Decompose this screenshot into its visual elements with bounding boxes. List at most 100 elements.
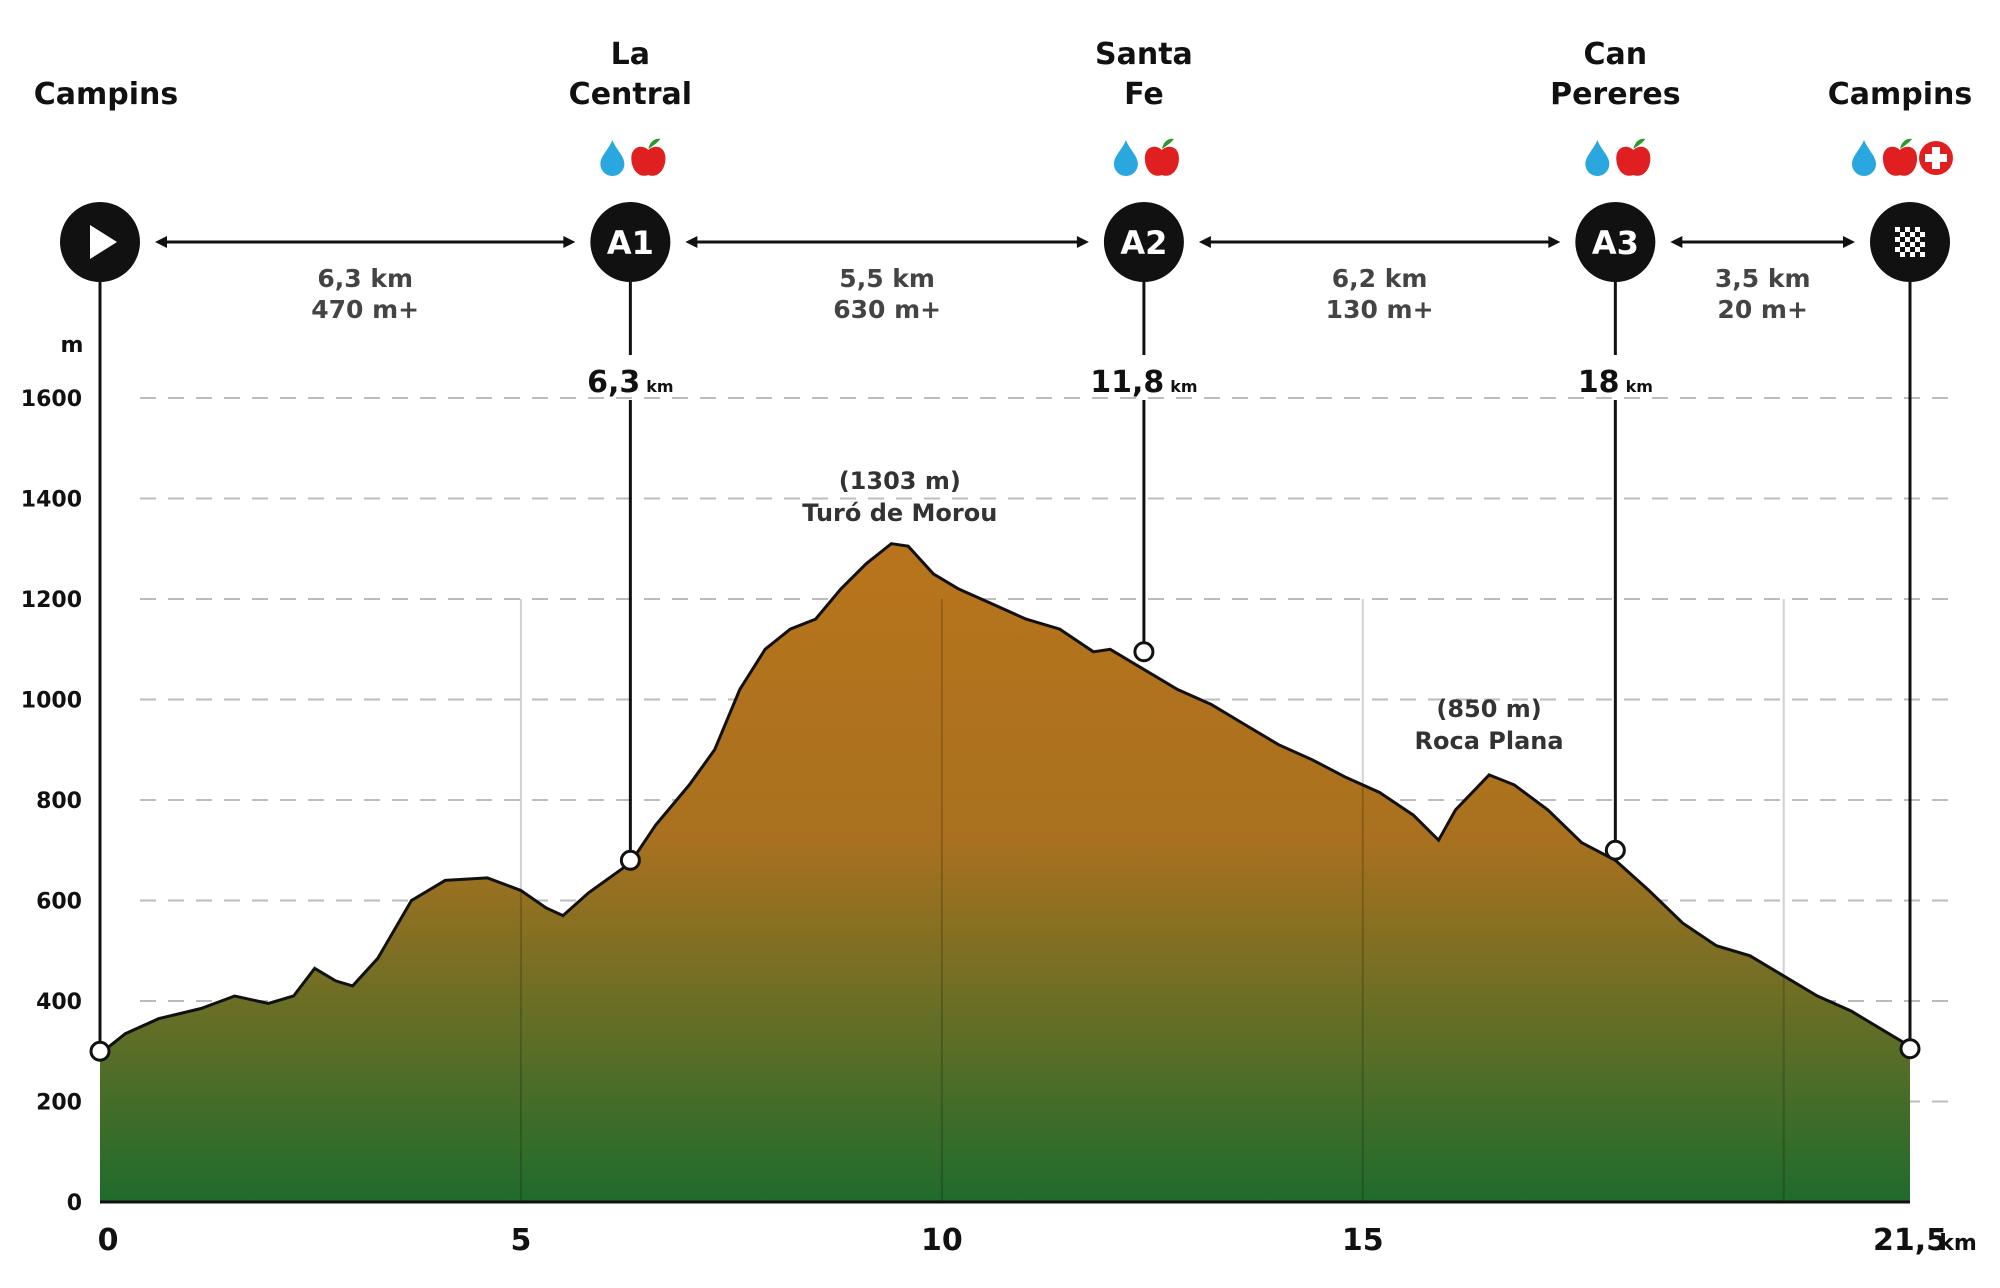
arrow-right-icon xyxy=(1548,236,1561,248)
flag-square xyxy=(1910,232,1915,237)
arrow-left-icon xyxy=(1670,236,1683,248)
station-badge-label: A1 xyxy=(607,224,654,262)
station-name-line: Santa xyxy=(1095,37,1193,72)
flag-square xyxy=(1900,237,1905,242)
apple-icon xyxy=(1882,138,1918,176)
flag-square xyxy=(1900,242,1905,247)
y-tick-label: 0 xyxy=(67,1191,82,1216)
station-marker xyxy=(1604,839,1626,861)
flag-square xyxy=(1895,227,1900,232)
station-badge-label: A2 xyxy=(1120,224,1167,262)
flag-square xyxy=(1905,232,1910,237)
apple-icon xyxy=(1616,138,1651,176)
arrow-right-icon xyxy=(563,236,576,248)
flag-square xyxy=(1915,242,1920,247)
flag-square xyxy=(1920,242,1925,247)
flag-square xyxy=(1920,227,1925,232)
y-axis-unit: m xyxy=(61,333,84,358)
station-name-line: Campins xyxy=(1828,77,1973,112)
axes: 0 200 400 600 800 1000 1200 1400 1600 m 0 5 10 15 21,5… xyxy=(21,333,1977,1258)
station-marker xyxy=(619,849,641,871)
water-drop-icon xyxy=(600,140,625,176)
station-badge-label: A3 xyxy=(1592,224,1639,262)
water-drop-icon xyxy=(1113,140,1138,176)
flag-square xyxy=(1905,242,1910,247)
segment-distance: 3,5 km xyxy=(1715,264,1811,293)
x-tick-label: 15 xyxy=(1342,1223,1384,1258)
station-km-unit: km xyxy=(646,377,673,396)
y-tick-label: 400 xyxy=(36,990,82,1015)
apple-shape xyxy=(1616,146,1651,176)
peak-elevation: (1303 m) xyxy=(839,467,961,495)
y-tick-label: 200 xyxy=(36,1091,82,1116)
flag-square xyxy=(1900,252,1905,257)
flag-square xyxy=(1900,227,1905,232)
flag-square xyxy=(1910,242,1915,247)
station-km-label: 18 km xyxy=(1578,365,1653,400)
flag-square xyxy=(1905,252,1910,257)
station-badge xyxy=(590,202,671,282)
peak-name: Roca Plana xyxy=(1415,727,1564,755)
flag-square xyxy=(1905,227,1910,232)
apple-leaf xyxy=(648,138,661,149)
flag-square xyxy=(1905,247,1910,252)
peak-elevation: (850 m) xyxy=(1436,695,1541,723)
drop-shape xyxy=(1585,140,1610,176)
peak-labels: (1303 m) Turó de Morou (850 m) Roca Plana xyxy=(802,467,1563,755)
station-km-value: 18 xyxy=(1578,365,1620,400)
flag-square xyxy=(1895,252,1900,257)
segment-distance: 5,5 km xyxy=(839,264,935,293)
elevation-area xyxy=(100,543,1910,1202)
flag-square xyxy=(1895,247,1900,252)
apple-icon xyxy=(631,138,666,176)
flag-square xyxy=(1915,247,1920,252)
flag-square xyxy=(1920,237,1925,242)
flag-square xyxy=(1915,227,1920,232)
medical-cross-icon xyxy=(1919,141,1953,175)
apple-leaf xyxy=(1161,138,1174,149)
cross-h xyxy=(1925,154,1947,162)
water-drop-icon xyxy=(1585,140,1610,176)
flag-square xyxy=(1915,237,1920,242)
station-name-line: Pereres xyxy=(1550,77,1680,112)
station-marker xyxy=(1899,1038,1921,1060)
y-tick-label: 1400 xyxy=(21,488,82,513)
apple-shape xyxy=(1144,146,1179,176)
station-badge xyxy=(1103,202,1184,282)
station-marker xyxy=(89,1040,111,1062)
x-tick-label: 10 xyxy=(921,1223,963,1258)
flag-square xyxy=(1910,227,1915,232)
station-km-unit: km xyxy=(1170,377,1197,396)
station-km-unit: km xyxy=(1626,377,1653,396)
arrow-right-icon xyxy=(1076,236,1089,248)
x-tick-label: 21,5 xyxy=(1873,1223,1947,1258)
stations: Campins 6,3 km A1 La Central 11,8 km A2 Santa Fe 18… xyxy=(34,37,1973,1062)
water-drop-icon xyxy=(1852,140,1876,176)
station-name-line: Can xyxy=(1584,37,1648,72)
flag-square xyxy=(1920,252,1925,257)
flag-square xyxy=(1900,247,1905,252)
segment-distance: 6,3 km xyxy=(317,264,413,293)
station-km-value: 6,3 xyxy=(587,365,640,400)
apple-leaf xyxy=(1633,138,1646,149)
arrow-left-icon xyxy=(685,236,698,248)
flag-square xyxy=(1910,247,1915,252)
y-tick-label: 600 xyxy=(36,890,82,915)
segment-gain: 630 m+ xyxy=(833,295,941,324)
x-axis-unit: km xyxy=(1939,1231,1977,1256)
profile-area xyxy=(99,542,1911,1202)
x-tick-label: 0 xyxy=(98,1223,119,1258)
segment-gain: 470 m+ xyxy=(311,295,419,324)
drop-shape xyxy=(1113,140,1138,176)
station-name-line: Central xyxy=(569,77,692,112)
play-icon xyxy=(90,225,117,259)
station-name-line: La xyxy=(611,37,650,72)
arrow-left-icon xyxy=(1198,236,1211,248)
arrow-right-icon xyxy=(1843,236,1855,248)
apple-shape xyxy=(1882,146,1918,176)
y-tick-label: 1200 xyxy=(21,588,82,613)
flag-square xyxy=(1895,242,1900,247)
flag-square xyxy=(1915,232,1920,237)
